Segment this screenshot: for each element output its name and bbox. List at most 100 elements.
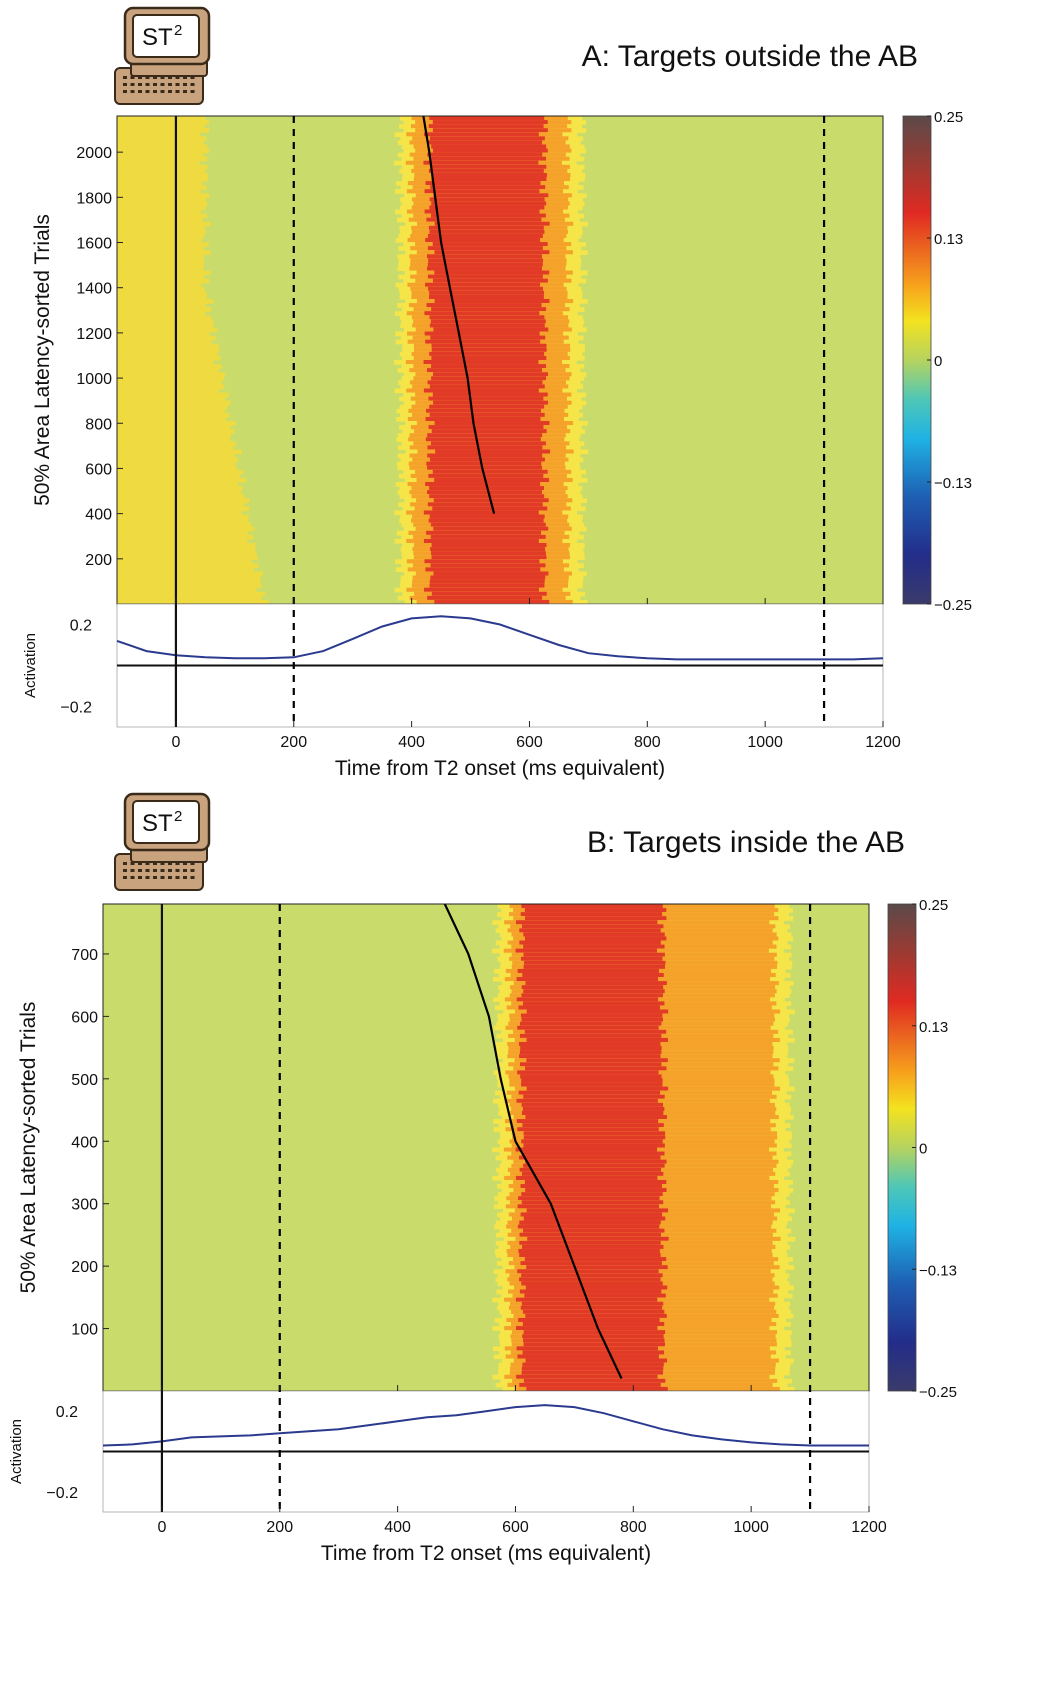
logo-key — [175, 876, 180, 879]
heatmap-band-red — [423, 132, 539, 137]
heatmap-early-activation — [117, 327, 218, 333]
activation-y-tick-label: 0.2 — [56, 1404, 78, 1421]
heatmap-early-activation — [117, 209, 201, 215]
logo-key — [145, 862, 150, 865]
heatmap-band-red — [426, 461, 542, 467]
heatmap-band-red — [428, 286, 543, 292]
heatmap-early-activation — [117, 551, 257, 556]
heatmap-band-red — [431, 177, 547, 182]
heatmap-band-red — [427, 380, 543, 385]
logo-key — [130, 869, 135, 872]
heatmap-early-activation — [117, 571, 263, 577]
y-tick-label: 1400 — [76, 281, 112, 298]
x-tick-label: 200 — [266, 1519, 293, 1536]
heatmap-band-red — [522, 1334, 664, 1339]
heatmap-band-red — [521, 1366, 664, 1372]
logo-key — [160, 876, 165, 879]
logo-key — [123, 862, 127, 865]
heatmap-band-red — [522, 1322, 665, 1327]
heatmap-early-activation — [117, 591, 265, 597]
logo-key — [183, 869, 187, 872]
heatmap-band-red — [520, 912, 663, 917]
heatmap-early-activation — [117, 587, 257, 593]
heatmap-early-activation — [117, 181, 202, 186]
heatmap-band-red — [524, 1293, 666, 1299]
heatmap-band-red — [424, 209, 540, 215]
logo-key — [153, 90, 157, 93]
logo-key — [138, 76, 142, 79]
heatmap-band-red — [519, 1054, 661, 1059]
y-tick-label: 1600 — [76, 236, 112, 253]
heatmap-band-red — [428, 425, 544, 430]
heatmap-band-red — [515, 1326, 658, 1331]
heatmap-early-activation — [117, 201, 208, 207]
colorbar-tick-label: 0.13 — [919, 1019, 948, 1036]
heatmap-band-red — [521, 904, 663, 909]
logo-key — [168, 876, 172, 879]
heatmap-early-activation — [117, 547, 255, 552]
x-tick-label: 1200 — [851, 1519, 887, 1536]
heatmap-early-activation — [117, 331, 210, 337]
heatmap-band-red — [521, 1139, 663, 1145]
y-tick-label: 600 — [71, 1009, 98, 1026]
heatmap-band-red — [423, 538, 539, 544]
heatmap-band-red — [427, 274, 543, 280]
heatmap-band-red — [524, 1179, 667, 1185]
logo-key — [145, 83, 150, 86]
heatmap-band-red — [523, 1228, 665, 1234]
heatmap-early-activation — [117, 282, 202, 288]
heatmap-early-activation — [117, 486, 243, 491]
heatmap-band-red — [428, 168, 544, 174]
heatmap-band-red — [429, 384, 545, 390]
heatmap-early-activation — [117, 506, 250, 512]
heatmap-early-activation — [117, 140, 204, 146]
colorbar-tick-label: 0.13 — [934, 231, 963, 248]
heatmap-band-red — [429, 205, 545, 211]
heatmap-early-activation — [117, 246, 204, 251]
heatmap-early-activation — [117, 156, 208, 162]
heatmap-early-activation — [117, 416, 227, 422]
heatmap-early-activation — [117, 559, 252, 564]
heatmap-early-activation — [117, 392, 229, 398]
heatmap-band-red — [525, 1115, 667, 1120]
heatmap-early-activation — [117, 457, 239, 463]
heatmap-band-red — [432, 278, 548, 284]
heatmap-band-red — [423, 160, 539, 166]
heatmap-band-red — [520, 956, 663, 962]
heatmap-band-red — [427, 502, 543, 507]
heatmap-band-red — [523, 1143, 665, 1149]
heatmap-band-red — [526, 1086, 669, 1092]
colorbar-tick-label: 0 — [919, 1141, 927, 1158]
heatmap-band-red — [424, 311, 540, 316]
activation-y-tick-label: −0.2 — [46, 1485, 78, 1502]
heatmap-early-activation — [117, 437, 231, 442]
heatmap-band-red — [430, 522, 546, 528]
colorbar — [887, 903, 917, 1392]
heatmap-early-activation — [117, 502, 245, 507]
heatmap-band-red — [520, 1062, 662, 1067]
heatmap-band-red — [432, 242, 548, 247]
heatmap-band-red — [431, 164, 547, 170]
heatmap-band-red — [430, 335, 546, 341]
heatmap-band-red — [519, 1155, 661, 1161]
heatmap-band-red — [431, 172, 547, 178]
heatmap-band-red — [424, 559, 540, 564]
heatmap-early-activation — [117, 376, 225, 381]
logo-key — [190, 90, 195, 93]
computer-logo: ST 2 — [114, 792, 211, 891]
heatmap-band-red — [434, 299, 550, 304]
heatmap-band-red — [431, 201, 547, 207]
logo-key — [183, 83, 187, 86]
heatmap-band-red — [430, 185, 546, 190]
heatmap-band-red — [429, 351, 545, 357]
heatmap-band-red — [428, 225, 544, 231]
x-tick-label: 0 — [171, 734, 180, 751]
heatmap-band-red — [520, 1184, 662, 1189]
heatmap-band-red — [520, 1212, 663, 1218]
heatmap-early-activation — [117, 319, 214, 324]
heatmap-band-red — [428, 518, 544, 524]
y-axis-label: 50% Area Latency-sorted Trials — [31, 214, 54, 506]
heatmap-early-activation — [117, 400, 231, 406]
heatmap-band-red — [523, 1135, 666, 1140]
heatmap-band-red — [428, 473, 544, 479]
